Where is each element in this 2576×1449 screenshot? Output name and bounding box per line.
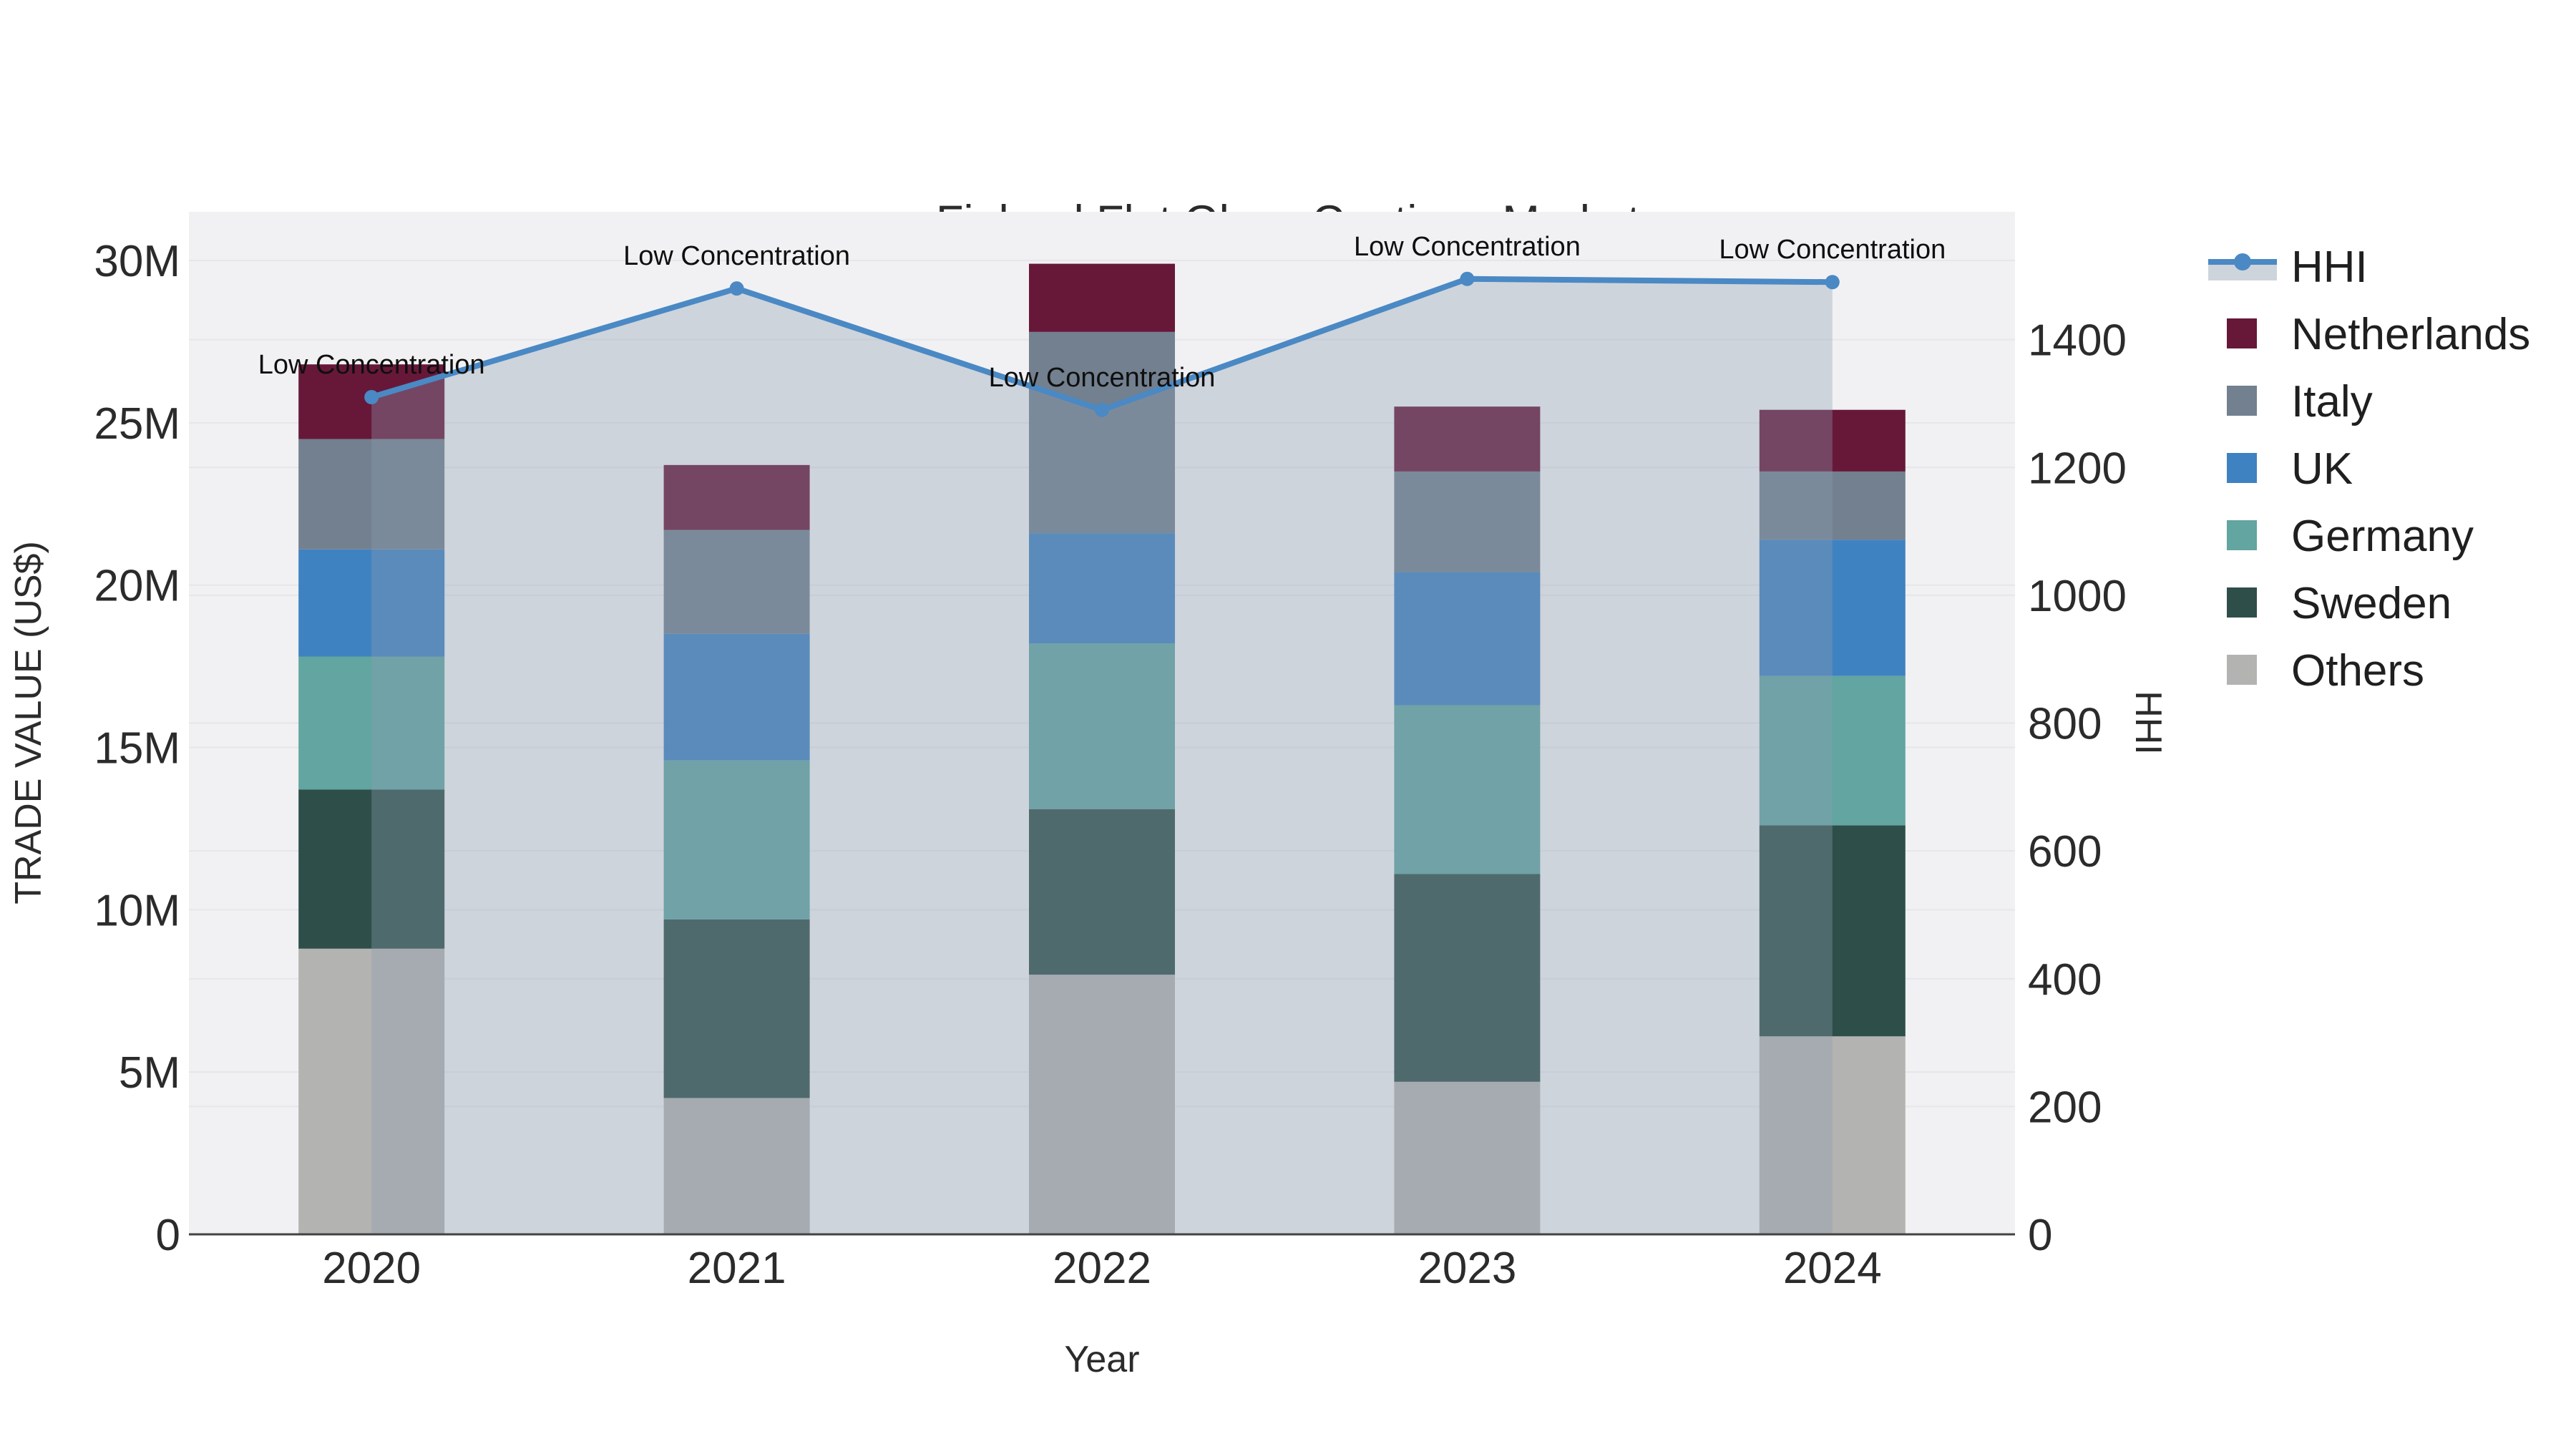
x-tick-2020: 2020	[322, 1244, 421, 1293]
annotation-2022: Low Concentration	[989, 363, 1216, 393]
bar-segment-2022-others	[1029, 975, 1175, 1234]
y1-tick-20M: 20M	[94, 562, 180, 611]
y1-tick-5M: 5M	[119, 1048, 180, 1098]
annotation-2023: Low Concentration	[1354, 232, 1581, 262]
legend-label-hhi: HHI	[2291, 243, 2368, 292]
bar-segment-2020-others	[298, 948, 445, 1234]
bar-segment-2021-uk	[663, 633, 810, 761]
bar-segment-2024-others	[1759, 1036, 1906, 1234]
x-tick-2024: 2024	[1783, 1244, 1882, 1293]
bar-segment-2024-uk	[1759, 540, 1906, 676]
legend-label-italy: Italy	[2291, 377, 2373, 426]
bar-segment-2022-sweden	[1029, 809, 1175, 975]
y-axis-title-trade-value: TRADE VALUE (US$)	[8, 541, 49, 904]
y2-tick-1200: 1200	[2028, 444, 2127, 493]
bar-segment-2020-germany	[298, 656, 445, 790]
bar-segment-2023-netherlands	[1394, 406, 1541, 472]
legend-swatch-others	[2227, 655, 2257, 685]
y1-tick-10M: 10M	[94, 886, 180, 935]
y1-tick-0: 0	[156, 1211, 180, 1260]
bar-segment-2021-netherlands	[663, 464, 810, 530]
annotation-2020: Low Concentration	[258, 350, 485, 380]
y1-tick-15M: 15M	[94, 724, 180, 774]
legend-swatch-netherlands	[2227, 318, 2257, 348]
x-tick-2023: 2023	[1418, 1244, 1516, 1293]
legend-swatch-italy	[2227, 386, 2257, 416]
bar-segment-2023-sweden	[1394, 874, 1541, 1082]
y2-tick-200: 200	[2028, 1083, 2102, 1132]
bar-segment-2022-uk	[1029, 533, 1175, 644]
y2-tick-800: 800	[2028, 700, 2102, 749]
legend-label-uk: UK	[2291, 444, 2353, 494]
legend-swatch-uk	[2227, 453, 2257, 483]
annotation-2024: Low Concentration	[1719, 235, 1946, 265]
legend-label-sweden: Sweden	[2291, 579, 2451, 628]
y1-tick-25M: 25M	[94, 399, 180, 449]
hhi-area-fill	[371, 278, 1833, 1235]
legend-item-italy[interactable]: Italy	[2227, 377, 2373, 426]
y-axis-title-hhi: HHI	[2127, 691, 2169, 755]
x-tick-2022: 2022	[1053, 1244, 1151, 1293]
hhi-marker-2020	[364, 390, 379, 405]
annotation-2021: Low Concentration	[623, 241, 850, 271]
legend-hhi-marker-sample	[2234, 253, 2251, 270]
legend-swatch-sweden	[2227, 587, 2257, 618]
y1-tick-30M: 30M	[94, 237, 180, 286]
legend-label-others: Others	[2291, 646, 2424, 696]
bar-segment-2024-netherlands	[1759, 409, 1906, 472]
bar-segment-2024-germany	[1759, 675, 1906, 826]
y2-tick-0: 0	[2028, 1211, 2052, 1260]
y2-tick-1400: 1400	[2028, 316, 2127, 366]
legend-item-sweden[interactable]: Sweden	[2227, 579, 2451, 628]
bar-segment-2020-sweden	[298, 789, 445, 949]
legend-item-netherlands[interactable]: Netherlands	[2227, 310, 2530, 359]
legend-swatch-germany	[2227, 520, 2257, 550]
legend-item-hhi[interactable]: HHI	[2208, 243, 2368, 292]
bar-segment-2024-italy	[1759, 471, 1906, 540]
bar-segment-2023-uk	[1394, 572, 1541, 706]
bar-segment-2023-italy	[1394, 471, 1541, 572]
bar-segment-2022-netherlands	[1029, 263, 1175, 332]
bar-segment-2021-italy	[663, 530, 810, 634]
bar-segment-2022-germany	[1029, 643, 1175, 809]
legend-item-others[interactable]: Others	[2227, 646, 2424, 696]
bar-segment-2023-germany	[1394, 705, 1541, 874]
legend-item-germany[interactable]: Germany	[2227, 512, 2474, 561]
hhi-marker-2024	[1825, 275, 1840, 290]
y2-tick-600: 600	[2028, 827, 2102, 877]
bar-segment-2021-sweden	[663, 919, 810, 1098]
bar-segment-2020-uk	[298, 549, 445, 657]
x-tick-2021: 2021	[688, 1244, 786, 1293]
legend-item-uk[interactable]: UK	[2227, 444, 2353, 494]
y2-tick-400: 400	[2028, 955, 2102, 1005]
hhi-marker-2023	[1460, 271, 1475, 286]
bar-segment-2020-italy	[298, 439, 445, 550]
bar-segment-2022-italy	[1029, 331, 1175, 534]
bar-segment-2024-sweden	[1759, 825, 1906, 1037]
x-axis-title-year: Year	[1064, 1339, 1140, 1380]
legend-label-netherlands: Netherlands	[2291, 310, 2530, 359]
bar-segment-2021-others	[663, 1098, 810, 1234]
hhi-marker-2021	[729, 281, 744, 296]
hhi-marker-2022	[1095, 402, 1109, 417]
y2-tick-1000: 1000	[2028, 572, 2127, 621]
bar-segment-2021-germany	[663, 760, 810, 919]
bar-segment-2023-others	[1394, 1081, 1541, 1234]
legend-label-germany: Germany	[2291, 512, 2474, 561]
